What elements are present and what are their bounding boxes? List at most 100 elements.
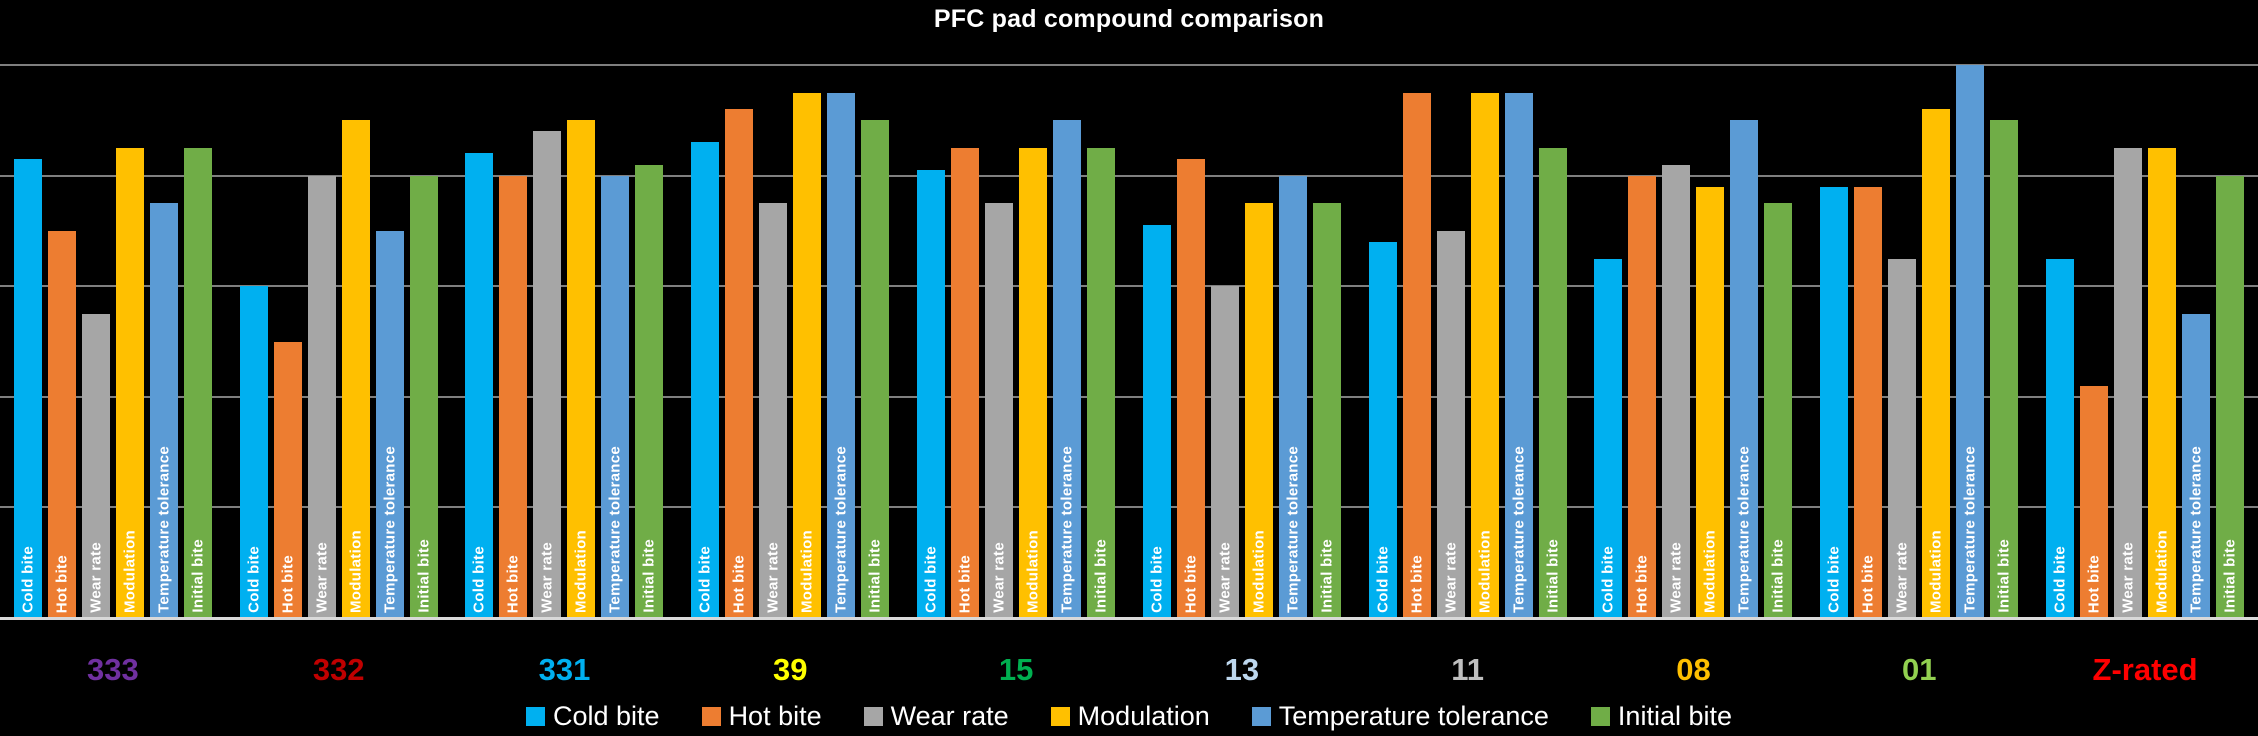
bar-Z-rated-temperature-tolerance: Temperature tolerance — [2182, 313, 2211, 618]
bar-series-label: Initial bite — [866, 539, 884, 613]
bar-series-label: Hot bite — [53, 554, 71, 613]
bar-15-initial-bite: Initial bite — [1087, 147, 1116, 618]
bar-11-hot-bite: Hot bite — [1402, 92, 1431, 618]
bar-series-label: Hot bite — [1633, 554, 1651, 613]
bar-series-label: Initial bite — [189, 539, 207, 613]
bar-series-label: Temperature tolerance — [1961, 446, 1979, 613]
bar-series-label: Temperature tolerance — [1510, 446, 1528, 613]
bar-15-hot-bite: Hot bite — [951, 147, 980, 618]
bar-Z-rated-initial-bite: Initial bite — [2216, 175, 2245, 618]
legend-item-temperature-tolerance: Temperature tolerance — [1251, 700, 1549, 732]
legend-swatch-icon — [1590, 706, 1610, 726]
bar-11-temperature-tolerance: Temperature tolerance — [1504, 92, 1533, 618]
bar-15-temperature-tolerance: Temperature tolerance — [1053, 120, 1082, 618]
legend-swatch-icon — [863, 706, 883, 726]
legend-item-initial-bite: Initial bite — [1590, 700, 1732, 732]
gridline-y-10 — [0, 64, 2258, 66]
legend-label: Modulation — [1077, 700, 1210, 731]
bar-Z-rated-modulation: Modulation — [2148, 147, 2177, 618]
bar-series-label: Wear rate — [764, 542, 782, 613]
category-label-15: 15 — [998, 652, 1034, 687]
bar-groups-row: Cold bite Hot bite Wear rate Modulation Temp… — [0, 65, 2258, 618]
legend-swatch-icon — [525, 706, 545, 726]
bar-series-label: Initial bite — [1318, 539, 1336, 613]
bar-series-label: Cold bite — [1148, 546, 1166, 613]
bar-series-label: Cold bite — [696, 546, 714, 613]
bar-series-label: Temperature tolerance — [1284, 446, 1302, 613]
bar-series-label: Modulation — [347, 530, 365, 613]
bar-series-label: Wear rate — [1667, 542, 1685, 613]
category-label-11: 11 — [1451, 652, 1485, 687]
category-label-331: 331 — [538, 652, 591, 687]
bar-Z-rated-hot-bite: Hot bite — [2080, 385, 2109, 618]
bar-series-label: Temperature tolerance — [1058, 446, 1076, 613]
bar-series-label: Wear rate — [313, 542, 331, 613]
bar-series-label: Hot bite — [1182, 554, 1200, 613]
bar-series-label: Cold bite — [1825, 546, 1843, 613]
bar-11-modulation: Modulation — [1470, 92, 1499, 618]
bar-group-01: Cold bite Hot bite Wear rate Modulation Temp… — [1806, 65, 2032, 618]
bar-series-label: Wear rate — [1893, 542, 1911, 613]
bar-08-initial-bite: Initial bite — [1764, 203, 1793, 618]
bar-331-wear-rate: Wear rate — [533, 131, 562, 618]
x-axis-line — [0, 617, 2258, 620]
legend-item-modulation: Modulation — [1050, 700, 1210, 732]
bar-333-wear-rate: Wear rate — [81, 313, 110, 618]
bar-series-label: Cold bite — [470, 546, 488, 613]
bar-39-wear-rate: Wear rate — [759, 203, 788, 618]
bar-331-modulation: Modulation — [567, 120, 596, 618]
bar-331-temperature-tolerance: Temperature tolerance — [601, 175, 630, 618]
bar-333-modulation: Modulation — [115, 147, 144, 618]
bar-group-11: Cold bite Hot bite Wear rate Modulation Temp… — [1355, 65, 1581, 618]
legend-item-wear-rate: Wear rate — [863, 701, 1009, 732]
legend-label: Hot bite — [728, 700, 822, 731]
legend-swatch-icon — [701, 706, 721, 726]
bar-11-wear-rate: Wear rate — [1436, 230, 1465, 618]
bar-39-hot-bite: Hot bite — [725, 109, 754, 618]
bar-13-initial-bite: Initial bite — [1312, 203, 1341, 618]
bar-331-hot-bite: Hot bite — [499, 175, 528, 618]
bar-series-label: Initial bite — [2221, 539, 2239, 613]
gridline-y-8 — [0, 174, 2258, 177]
bar-01-cold-bite: Cold bite — [1820, 186, 1849, 618]
bar-13-cold-bite: Cold bite — [1142, 225, 1171, 618]
bar-series-label: Temperature tolerance — [381, 446, 399, 613]
bar-331-initial-bite: Initial bite — [635, 164, 664, 618]
bar-333-cold-bite: Cold bite — [13, 159, 42, 618]
bar-01-modulation: Modulation — [1922, 109, 1951, 618]
category-label-01: 01 — [1902, 652, 1937, 687]
bar-39-initial-bite: Initial bite — [861, 120, 890, 618]
legend-item-cold-bite: Cold bite — [525, 701, 660, 732]
bar-series-label: Cold bite — [2051, 546, 2069, 613]
bar-08-modulation: Modulation — [1696, 186, 1725, 618]
bar-332-modulation: Modulation — [341, 120, 370, 618]
legend-label: Initial bite — [1617, 700, 1732, 731]
bar-series-label: Modulation — [798, 530, 816, 613]
bar-series-label: Wear rate — [1442, 542, 1460, 613]
bar-group-08: Cold bite Hot bite Wear rate Modulation Temp… — [1581, 65, 1807, 618]
bar-series-label: Cold bite — [922, 546, 940, 613]
plot-area: Cold bite Hot bite Wear rate Modulation Temp… — [0, 64, 2258, 620]
gridline-y-6 — [0, 285, 2258, 288]
bar-series-label: Initial bite — [1092, 539, 1110, 613]
gridline-y-4 — [0, 395, 2258, 398]
category-axis-labels: 333 332 331 39 15 13 11 08 01 Z-rated — [0, 648, 2258, 692]
bar-series-label: Hot bite — [504, 554, 522, 613]
bar-series-label: Modulation — [572, 530, 590, 613]
bar-series-label: Cold bite — [19, 546, 37, 613]
bar-13-temperature-tolerance: Temperature tolerance — [1278, 175, 1307, 618]
bar-series-label: Temperature tolerance — [2187, 446, 2205, 613]
bar-11-cold-bite: Cold bite — [1368, 241, 1397, 618]
bar-series-label: Temperature tolerance — [606, 446, 624, 613]
legend-label: Temperature tolerance — [1278, 700, 1549, 731]
bar-series-label: Modulation — [1927, 530, 1945, 613]
bar-series-label: Initial bite — [1544, 539, 1562, 613]
bar-15-modulation: Modulation — [1019, 147, 1048, 618]
bar-01-wear-rate: Wear rate — [1888, 258, 1917, 618]
bar-331-cold-bite: Cold bite — [465, 153, 494, 618]
bar-39-cold-bite: Cold bite — [691, 142, 720, 618]
bar-332-temperature-tolerance: Temperature tolerance — [375, 230, 404, 618]
bar-11-initial-bite: Initial bite — [1538, 147, 1567, 618]
bar-series-label: Initial bite — [1995, 539, 2013, 613]
